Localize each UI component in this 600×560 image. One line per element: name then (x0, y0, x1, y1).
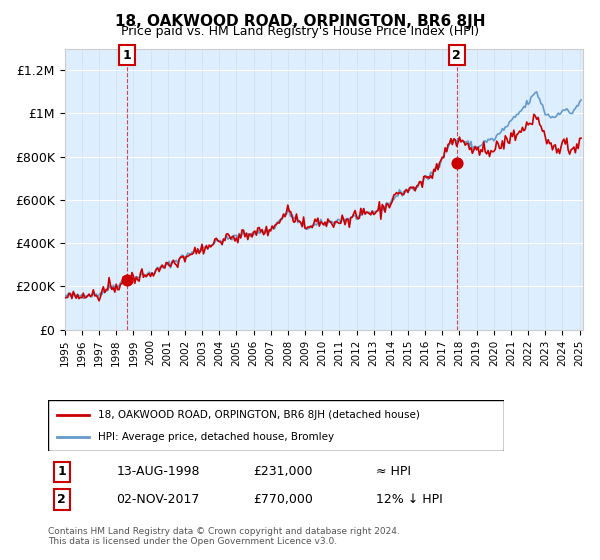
Point (122, 275, 131, 284)
Text: 02-NOV-2017: 02-NOV-2017 (116, 493, 200, 506)
Text: 2: 2 (58, 493, 66, 506)
Text: £770,000: £770,000 (253, 493, 313, 506)
Text: 13-AUG-1998: 13-AUG-1998 (116, 465, 200, 478)
Text: 18, OAKWOOD ROAD, ORPINGTON, BR6 8JH (detached house): 18, OAKWOOD ROAD, ORPINGTON, BR6 8JH (de… (98, 409, 420, 419)
Text: ≈ HPI: ≈ HPI (376, 465, 412, 478)
Text: HPI: Average price, detached house, Bromley: HPI: Average price, detached house, Brom… (98, 432, 334, 442)
Text: 18, OAKWOOD ROAD, ORPINGTON, BR6 8JH: 18, OAKWOOD ROAD, ORPINGTON, BR6 8JH (115, 14, 485, 29)
Text: 1: 1 (58, 465, 66, 478)
Text: 1: 1 (122, 49, 131, 62)
Text: £231,000: £231,000 (253, 465, 313, 478)
Text: 12% ↓ HPI: 12% ↓ HPI (376, 493, 443, 506)
Text: Price paid vs. HM Land Registry's House Price Index (HPI): Price paid vs. HM Land Registry's House … (121, 25, 479, 38)
FancyBboxPatch shape (48, 400, 504, 451)
Point (452, 158, 461, 167)
Text: 2: 2 (452, 49, 461, 62)
Text: Contains HM Land Registry data © Crown copyright and database right 2024.
This d: Contains HM Land Registry data © Crown c… (48, 526, 400, 546)
